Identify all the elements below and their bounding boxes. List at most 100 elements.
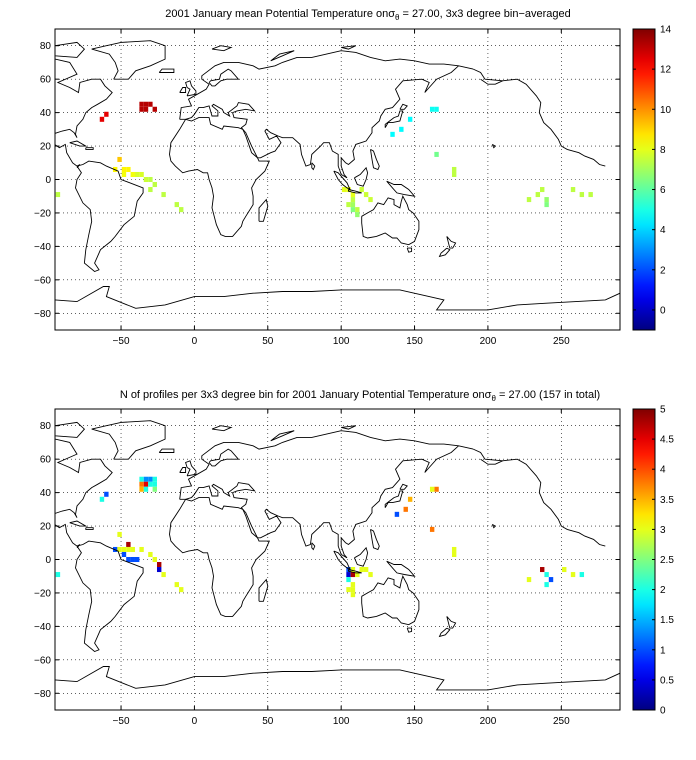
data-cell [139, 546, 144, 552]
data-cell [544, 202, 549, 208]
data-cell [148, 187, 153, 193]
data-cell [143, 101, 149, 107]
coastline [208, 68, 240, 87]
data-cell [434, 486, 439, 492]
data-cell [346, 577, 351, 583]
data-cell [139, 101, 144, 107]
data-cell [588, 192, 593, 198]
coastline [179, 445, 459, 559]
colorbar-tick-label: 1 [660, 645, 666, 656]
coastline [399, 103, 408, 110]
data-cell [139, 106, 144, 112]
colorbar-tick-label: 0 [660, 305, 666, 316]
data-cell [179, 587, 184, 593]
data-cell [429, 486, 435, 492]
coastline [75, 160, 144, 273]
data-cells [55, 101, 593, 218]
data-cell [148, 476, 153, 482]
x-tick-label: 100 [333, 336, 350, 347]
data-cell [174, 202, 179, 208]
axis-ticks: −50 0 50 100 150 200 250 −80 −60 −40 −20 0 20 40 60 80 [34, 29, 620, 347]
data-cell [179, 207, 184, 213]
data-cell [139, 486, 144, 492]
data-cell [174, 582, 179, 588]
data-cell [130, 171, 135, 177]
coastline [480, 458, 503, 465]
data-cell [152, 556, 157, 563]
data-cell [540, 187, 545, 193]
data-cell [350, 207, 356, 213]
data-cell [359, 187, 364, 193]
coastline [491, 144, 497, 149]
data-cell [429, 106, 435, 112]
data-cell [562, 567, 567, 573]
grid [55, 29, 620, 330]
x-tick-label: 150 [406, 716, 423, 727]
coastline [333, 170, 351, 191]
colorbar-tick-label: 10 [660, 105, 672, 116]
data-cell [104, 491, 109, 497]
coastline [333, 550, 351, 571]
coastline [384, 110, 404, 128]
y-tick-label: 40 [40, 488, 52, 499]
data-cell [134, 171, 140, 177]
coastline [406, 627, 413, 633]
coastline [55, 41, 86, 58]
x-tick-label: 0 [192, 336, 198, 347]
data-cell [152, 476, 157, 482]
profile-count-colorbar: 0 0.5 1 1.5 2 2.5 3 3.5 4 4.5 5 [632, 405, 674, 717]
data-cell [434, 151, 439, 157]
y-tick-label: −20 [34, 588, 51, 599]
coastline [179, 65, 459, 179]
data-cell [99, 116, 105, 122]
coastline [473, 448, 606, 547]
coastline [85, 147, 94, 150]
y-tick-label: 60 [40, 455, 52, 466]
coastlines [55, 420, 620, 691]
data-cell [152, 106, 157, 112]
x-tick-label: 250 [553, 716, 570, 727]
data-cell [152, 481, 157, 487]
data-cell [526, 577, 532, 583]
y-tick-label: 0 [45, 555, 51, 566]
data-cell [570, 572, 576, 578]
data-cell [350, 192, 356, 198]
grid [55, 409, 620, 710]
colorbar-tick-label: 6 [660, 185, 666, 196]
data-cell [148, 176, 153, 183]
data-cell [161, 192, 166, 198]
coastline [446, 616, 457, 629]
data-cell [368, 572, 373, 578]
data-cell [350, 567, 356, 573]
y-tick-label: −80 [34, 689, 51, 700]
data-cell [139, 481, 144, 487]
x-tick-label: 0 [192, 716, 198, 727]
data-cell [403, 506, 408, 512]
coastline [208, 448, 240, 467]
coastline [446, 236, 457, 249]
coastline [179, 87, 187, 93]
colorbar-tick-label: 2 [660, 585, 666, 596]
coastline [270, 50, 295, 62]
colorbar-tick-label: 5 [660, 405, 666, 416]
data-cell [350, 592, 356, 598]
coastline [341, 45, 356, 50]
data-cell [156, 567, 162, 573]
data-cell [350, 197, 356, 203]
coastline [399, 483, 408, 490]
coastlines [55, 40, 620, 311]
data-cell [55, 572, 61, 578]
coastline [55, 421, 86, 438]
y-tick-label: 0 [45, 175, 51, 186]
coastline [473, 68, 606, 167]
data-cell [139, 476, 144, 482]
data-cell [434, 106, 439, 112]
colorbar-tick-label: 3.5 [660, 495, 674, 506]
coastline [211, 425, 233, 432]
coastline [179, 467, 187, 473]
data-cell [399, 126, 404, 132]
data-cell [359, 567, 364, 573]
colorbar-tick-label: 8 [660, 145, 666, 156]
coastline [158, 68, 175, 73]
